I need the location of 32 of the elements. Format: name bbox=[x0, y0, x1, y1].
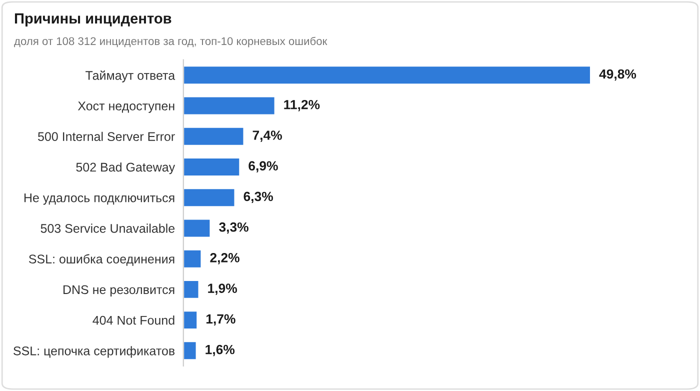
y-tick-label: 502 Bad Gateway bbox=[76, 162, 176, 174]
bar bbox=[183, 310, 198, 330]
bar bbox=[183, 218, 212, 238]
data-label: 1,9% bbox=[208, 284, 237, 295]
data-label: 6,9% bbox=[248, 161, 278, 172]
data-label: 2,2% bbox=[210, 253, 240, 264]
y-tick-label: 503 Service Unavailable bbox=[40, 224, 175, 233]
data-label: 49,8% bbox=[599, 69, 636, 81]
data-label: 1,6% bbox=[206, 344, 235, 356]
bar bbox=[183, 96, 276, 116]
bar bbox=[183, 157, 241, 177]
y-tick-label: Хост недоступен bbox=[78, 102, 174, 113]
y-tick-label: Таймаут ответа bbox=[86, 70, 176, 82]
y-tick-label: 404 Not Found bbox=[92, 316, 174, 325]
y-tick-label: Не удалось подключиться bbox=[24, 194, 174, 205]
y-tick-label: DNS не резолвится bbox=[64, 285, 174, 297]
bar bbox=[183, 248, 202, 269]
data-label: 6,3% bbox=[244, 192, 273, 204]
y-tick-label: SSL: цепочка сертификатов bbox=[14, 346, 175, 358]
bar bbox=[183, 340, 198, 361]
chart-subtitle: доля от 108 312 инцидентов за год, топ-10 корневых ошибок bbox=[14, 36, 328, 48]
data-label: 7,4% bbox=[252, 130, 282, 142]
chart-title: Причины инцидентов bbox=[14, 13, 172, 26]
y-tick-label: 500 Internal Server Error bbox=[38, 132, 175, 142]
data-label: 3,3% bbox=[219, 222, 248, 234]
bar bbox=[183, 65, 592, 86]
bar bbox=[183, 188, 236, 208]
y-tick-label: SSL: ошибка соединения bbox=[28, 254, 174, 266]
data-label: 1,7% bbox=[206, 314, 236, 326]
bar bbox=[183, 126, 245, 146]
bar bbox=[183, 280, 200, 300]
data-label: 11,2% bbox=[284, 100, 320, 112]
